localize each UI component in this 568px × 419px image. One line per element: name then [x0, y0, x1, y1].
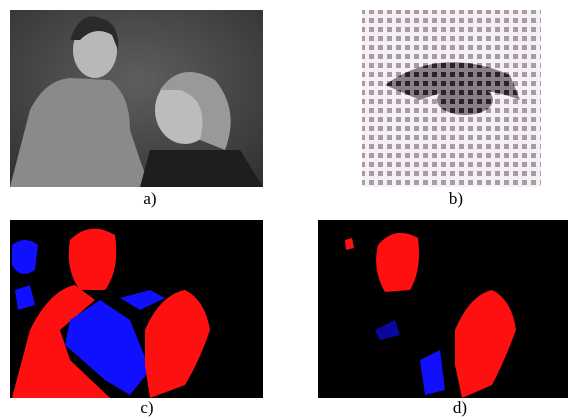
- panel-caption: c): [140, 398, 153, 417]
- panel-caption: a): [143, 189, 156, 208]
- figure: a) b) c) d): [0, 0, 568, 419]
- panel-caption: d): [453, 398, 467, 417]
- page: {"panels": [{"label": "a)"}, {"label": "…: [0, 0, 568, 419]
- panel-d-image: [318, 220, 568, 398]
- panel-c-image: [10, 220, 263, 398]
- panel-caption: b): [449, 189, 463, 208]
- panel-b-image: [362, 10, 541, 187]
- panel-a-image: [10, 10, 263, 187]
